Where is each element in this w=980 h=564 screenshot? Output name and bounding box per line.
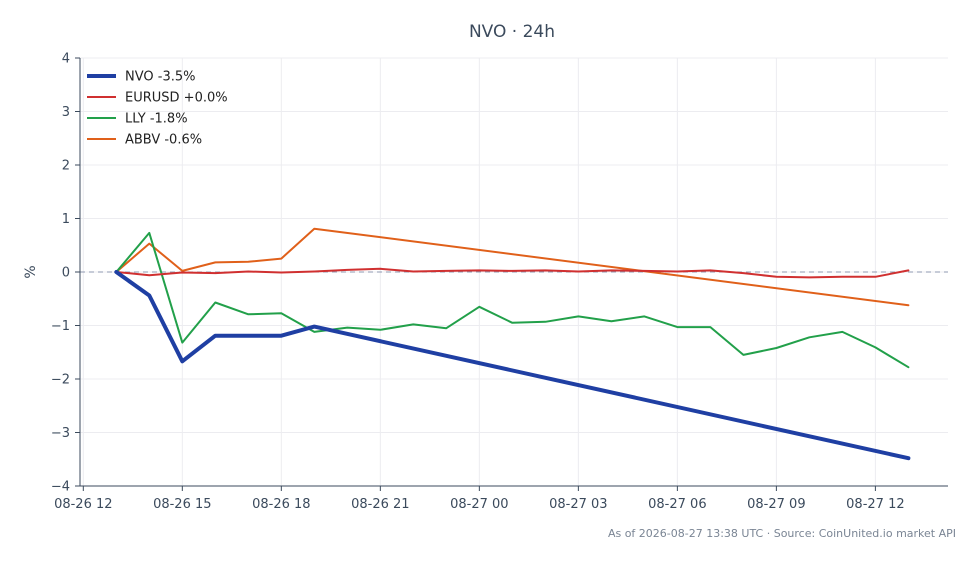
y-tick-label: 1 xyxy=(62,212,70,227)
legend-label: ABBV -0.6% xyxy=(125,133,202,148)
axes: 4 3 2 1 0 −1 −2 −3 −4 08-26 12 08-26 15 08-26 18 08-… xyxy=(51,52,948,512)
legend-label: NVO -3.5% xyxy=(125,70,195,85)
y-tick-label: 0 xyxy=(62,266,70,281)
x-tick-label: 08-27 06 xyxy=(648,497,706,512)
y-axis-label: % xyxy=(23,265,39,278)
legend-label: EURUSD +0.0% xyxy=(125,91,228,106)
footer-source: As of 2026-08-27 13:38 UTC · Source: Coi… xyxy=(608,527,956,540)
series-line-1 xyxy=(115,267,910,279)
x-tick-label: 08-26 21 xyxy=(351,497,409,512)
y-tick-label: −2 xyxy=(51,373,70,388)
x-tick-label: 08-27 03 xyxy=(549,497,607,512)
chart-title: NVO · 24h xyxy=(469,22,555,42)
series-line-0 xyxy=(114,270,911,461)
x-tick-label: 08-26 12 xyxy=(54,497,112,512)
y-tick-label: 4 xyxy=(62,52,70,67)
series-layer xyxy=(114,227,911,461)
legend-label: LLY -1.8% xyxy=(125,112,188,127)
series-line-3 xyxy=(115,227,910,307)
x-tick-label: 08-26 15 xyxy=(153,497,211,512)
y-tick-label: −4 xyxy=(51,480,70,495)
y-tick-label: −3 xyxy=(51,426,70,441)
series-line-2 xyxy=(115,231,910,369)
x-tick-label: 08-27 00 xyxy=(450,497,508,512)
x-tick-label: 08-27 12 xyxy=(846,497,904,512)
y-tick-label: 3 xyxy=(62,105,70,120)
x-tick-label: 08-26 18 xyxy=(252,497,310,512)
legend: NVO -3.5% EURUSD +0.0% LLY -1.8% ABBV -0.6% xyxy=(87,70,228,148)
y-tick-label: 2 xyxy=(62,159,70,174)
x-tick-label: 08-27 09 xyxy=(747,497,805,512)
y-tick-label: −1 xyxy=(51,319,70,334)
